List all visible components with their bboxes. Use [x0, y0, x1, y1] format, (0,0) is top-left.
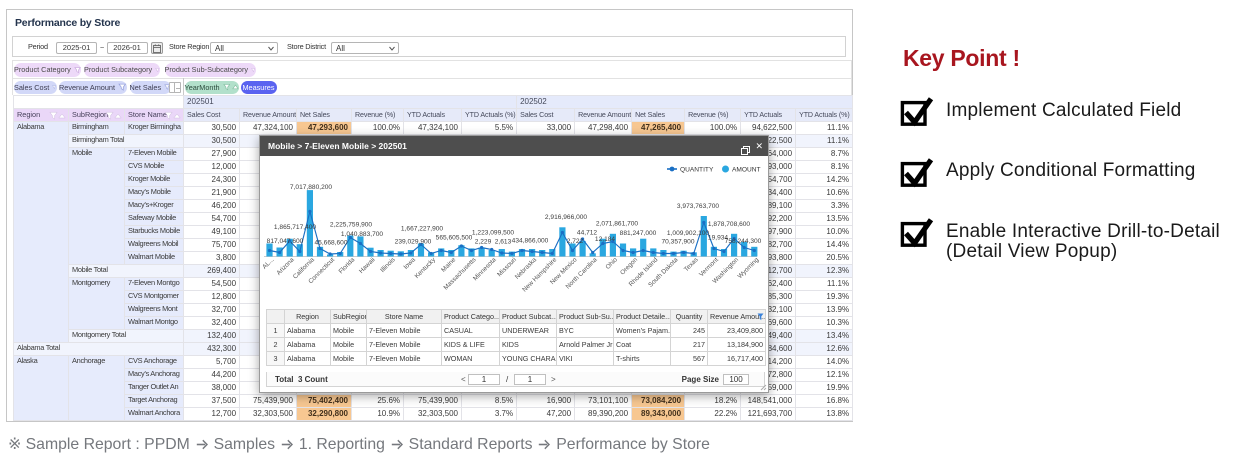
svg-text:1,009,902,100: 1,009,902,100 [667, 230, 710, 237]
svg-text:45,668,600: 45,668,600 [314, 240, 347, 247]
svg-text:2,613: 2,613 [495, 239, 512, 246]
svg-text:2,229: 2,229 [475, 239, 492, 246]
svg-text:1,667,227,900: 1,667,227,900 [401, 226, 444, 233]
svg-text:Maine: Maine [440, 256, 458, 274]
svg-text:44,712: 44,712 [577, 230, 598, 237]
svg-text:1,865,717,400: 1,865,717,400 [274, 224, 317, 231]
svg-text:19,934: 19,934 [708, 235, 729, 242]
svg-text:Ohio: Ohio [604, 256, 619, 271]
svg-text:Iowa: Iowa [402, 256, 417, 271]
svg-text:7,017,880,200: 7,017,880,200 [290, 184, 333, 191]
svg-text:239,029,900: 239,029,900 [395, 239, 432, 246]
svg-text:2,722: 2,722 [567, 238, 584, 245]
svg-text:2,225,759,900: 2,225,759,900 [330, 222, 373, 229]
svg-text:Florida: Florida [338, 256, 357, 275]
svg-text:1,878,708,600: 1,878,708,600 [708, 221, 751, 228]
svg-text:Illinois: Illinois [379, 256, 397, 274]
svg-text:758,244,300: 758,244,300 [725, 238, 762, 245]
svg-text:70,357,900: 70,357,900 [661, 239, 694, 246]
svg-text:434,866,000: 434,866,000 [512, 238, 549, 245]
svg-text:1,223,099,500: 1,223,099,500 [472, 230, 515, 237]
svg-text:QUANTITY: QUANTITY [680, 167, 714, 174]
svg-text:565,605,500: 565,605,500 [436, 235, 473, 242]
svg-text:817,047,600: 817,047,600 [267, 238, 304, 245]
svg-text:Kentucky: Kentucky [414, 256, 438, 280]
svg-text:2,071,861,700: 2,071,861,700 [596, 221, 639, 228]
svg-text:Hawaii: Hawaii [358, 256, 377, 275]
svg-text:12,184: 12,184 [595, 236, 616, 243]
svg-text:AMOUNT: AMOUNT [732, 167, 761, 174]
svg-text:881,247,000: 881,247,000 [620, 230, 657, 237]
svg-text:3,973,763,700: 3,973,763,700 [677, 203, 720, 210]
svg-text:Wyoming: Wyoming [737, 256, 761, 280]
svg-text:Texas: Texas [683, 256, 700, 273]
svg-text:1,040,883,700: 1,040,883,700 [341, 231, 384, 238]
svg-text:AL...: AL... [261, 256, 275, 270]
svg-text:2,916,966,000: 2,916,966,000 [545, 214, 588, 221]
